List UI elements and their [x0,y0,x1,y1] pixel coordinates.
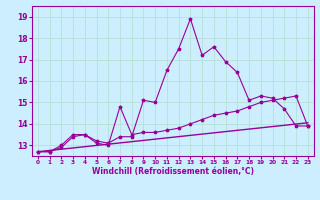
X-axis label: Windchill (Refroidissement éolien,°C): Windchill (Refroidissement éolien,°C) [92,167,254,176]
